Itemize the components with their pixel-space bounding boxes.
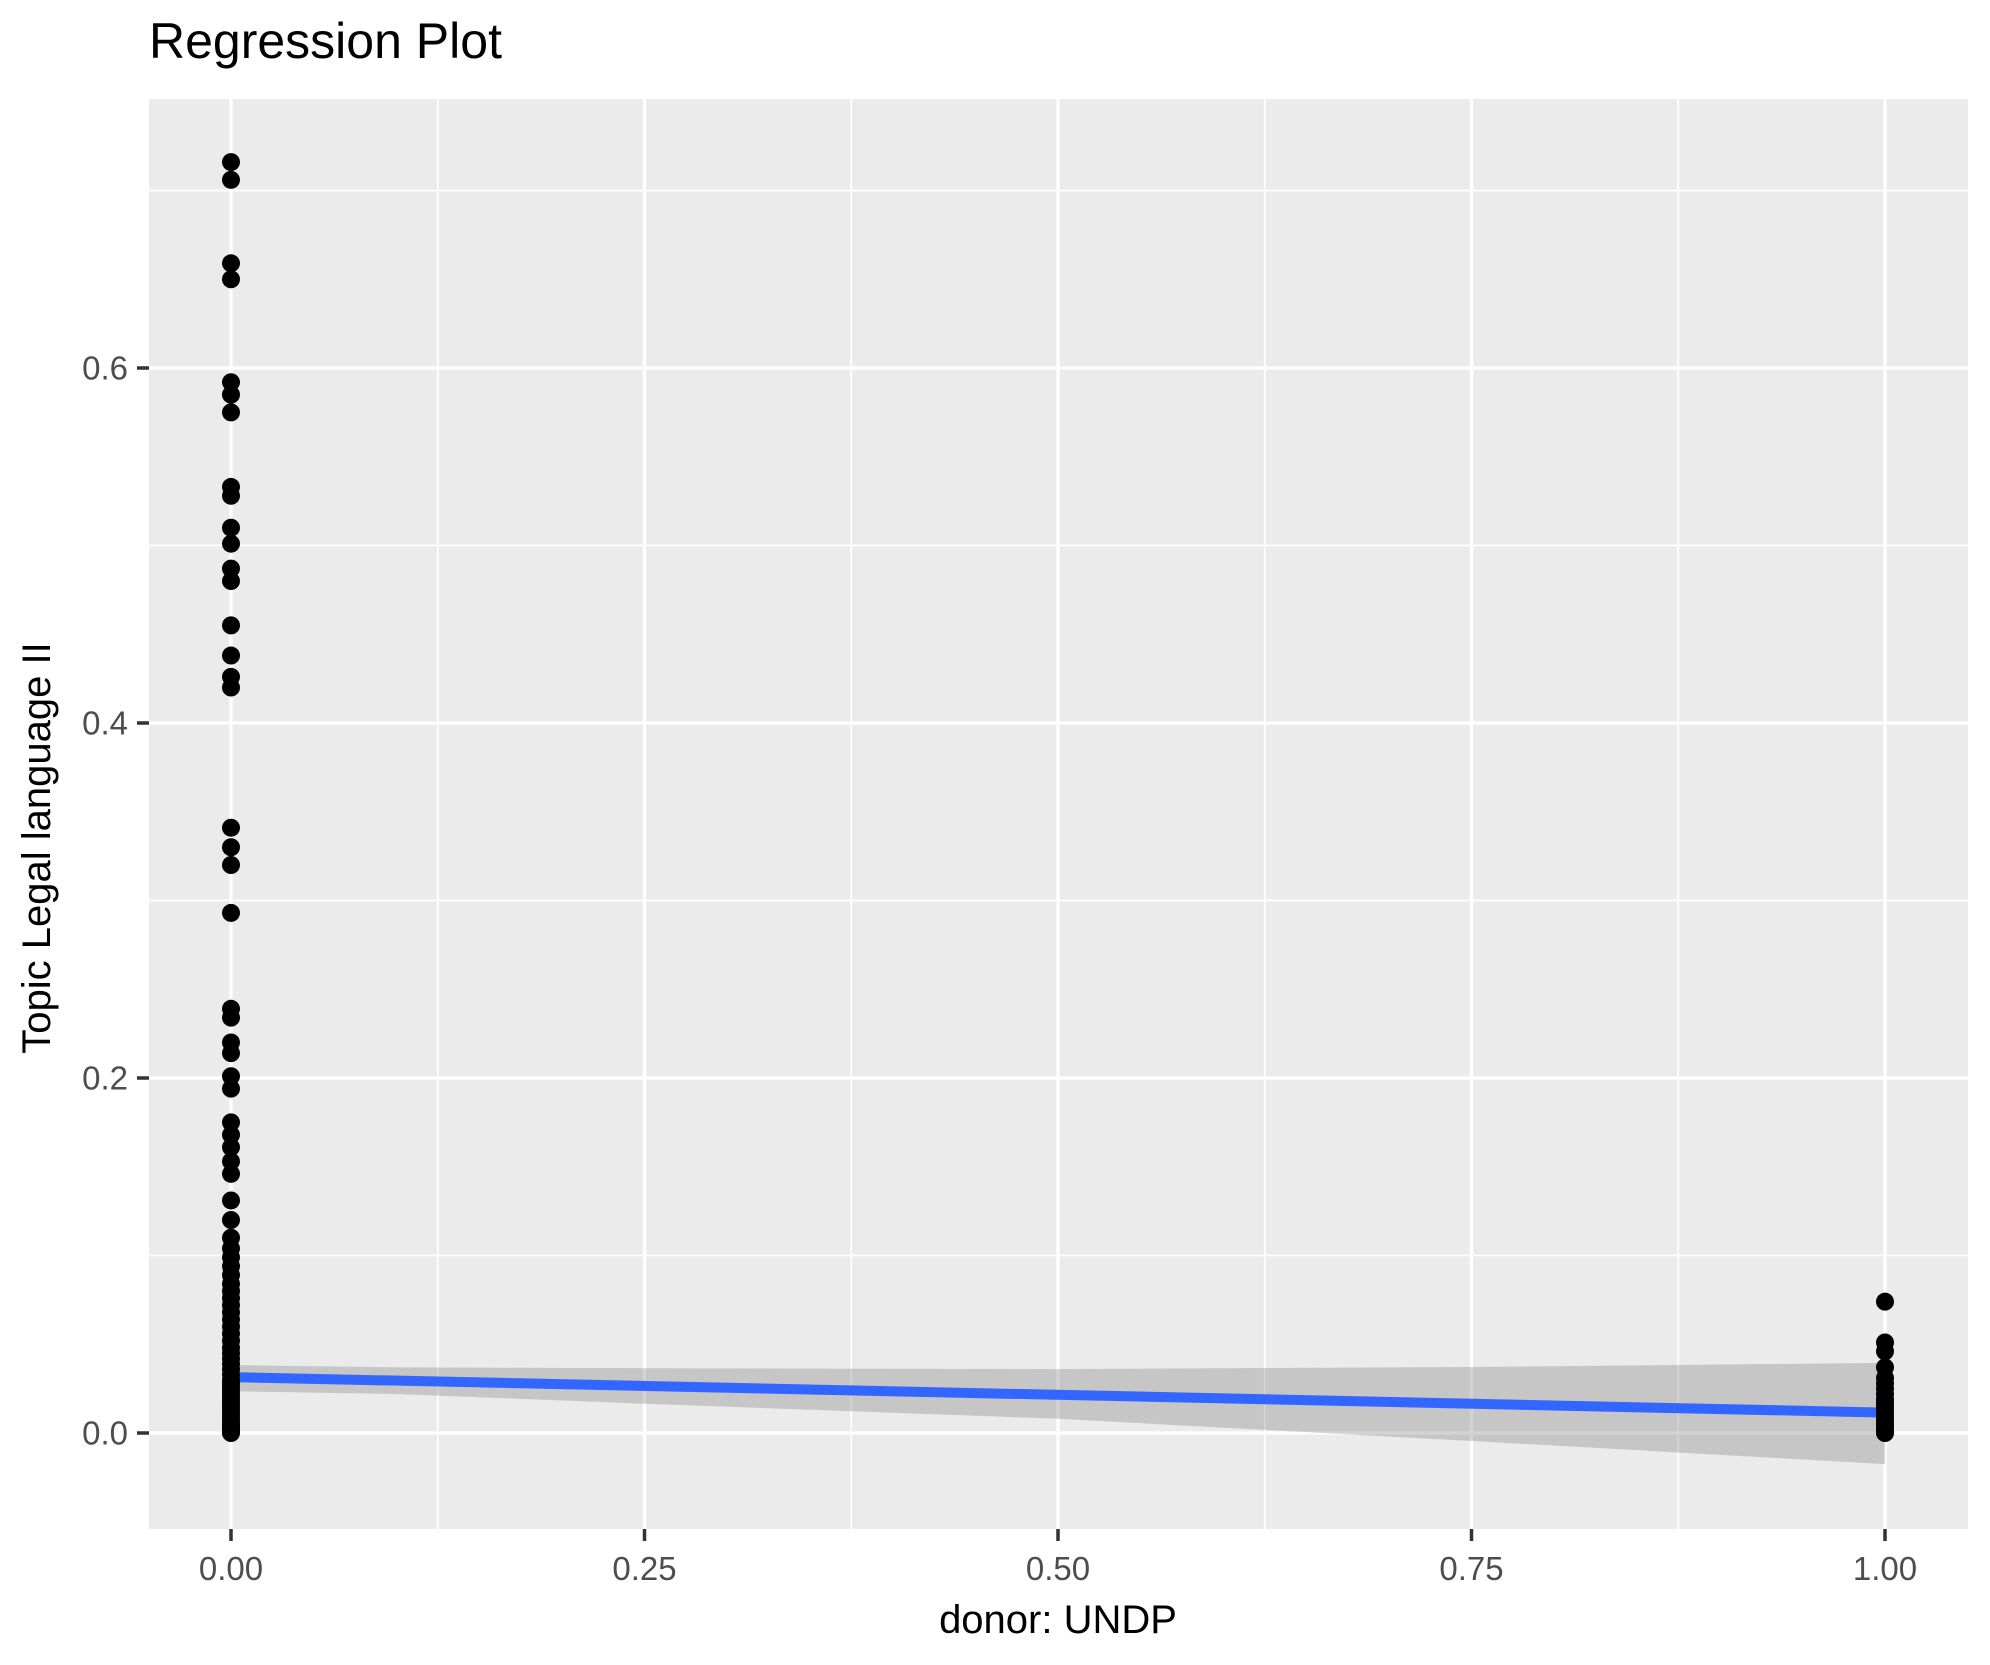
- data-point: [222, 838, 240, 857]
- data-point: [222, 270, 240, 289]
- y-tick-label: 0.6: [82, 350, 128, 387]
- data-point: [222, 1067, 240, 1086]
- x-tick-label: 0.50: [1026, 1550, 1090, 1587]
- data-point: [222, 646, 240, 665]
- x-tick-label: 0.00: [199, 1550, 263, 1587]
- y-tick-label: 0.4: [82, 705, 128, 742]
- y-tick-label: 0.2: [82, 1060, 128, 1097]
- data-point: [222, 1079, 240, 1098]
- x-tick-label: 0.75: [1439, 1550, 1503, 1587]
- data-point: [222, 1113, 240, 1132]
- y-tick-label: 0.0: [82, 1415, 128, 1452]
- data-point: [222, 518, 240, 537]
- data-point: [222, 856, 240, 874]
- data-point: [222, 616, 240, 635]
- data-point: [222, 818, 240, 837]
- data-point: [222, 486, 240, 505]
- major-gridlines: [149, 99, 1968, 1529]
- scatter-points: [222, 153, 1894, 1442]
- data-point: [222, 1424, 240, 1442]
- data-point: [222, 254, 240, 273]
- data-point: [222, 153, 240, 172]
- axis-tick-labels: 0.00 0.25 0.50 0.75 1.00 0.0 0.2 0.4 0.6: [82, 350, 1917, 1588]
- data-point: [222, 534, 240, 553]
- data-point: [1876, 1424, 1894, 1442]
- data-point: [222, 559, 240, 578]
- x-tick-label: 1.00: [1853, 1550, 1917, 1587]
- data-point: [222, 903, 240, 922]
- data-point: [222, 385, 240, 404]
- data-point: [222, 1008, 240, 1027]
- data-point: [222, 1191, 240, 1210]
- y-axis-title: Topic Legal language II: [15, 642, 59, 1053]
- regression-line: [230, 1372, 1886, 1418]
- data-point: [222, 1211, 240, 1229]
- data-point: [222, 170, 240, 189]
- data-point: [1876, 1342, 1894, 1361]
- data-point: [222, 1138, 240, 1157]
- x-axis-title: donor: UNDP: [939, 1598, 1177, 1642]
- x-tick-label: 0.25: [612, 1550, 676, 1587]
- plot-title: Regression Plot: [149, 13, 502, 69]
- data-point: [222, 572, 240, 590]
- data-point: [222, 1164, 240, 1183]
- data-point: [1876, 1292, 1894, 1311]
- axis-tick-marks: [137, 366, 1887, 1541]
- data-point: [222, 1044, 240, 1063]
- data-point: [222, 1125, 240, 1144]
- data-point: [222, 373, 240, 392]
- data-point: [222, 1152, 240, 1171]
- data-point: [222, 678, 240, 697]
- data-point: [222, 403, 240, 422]
